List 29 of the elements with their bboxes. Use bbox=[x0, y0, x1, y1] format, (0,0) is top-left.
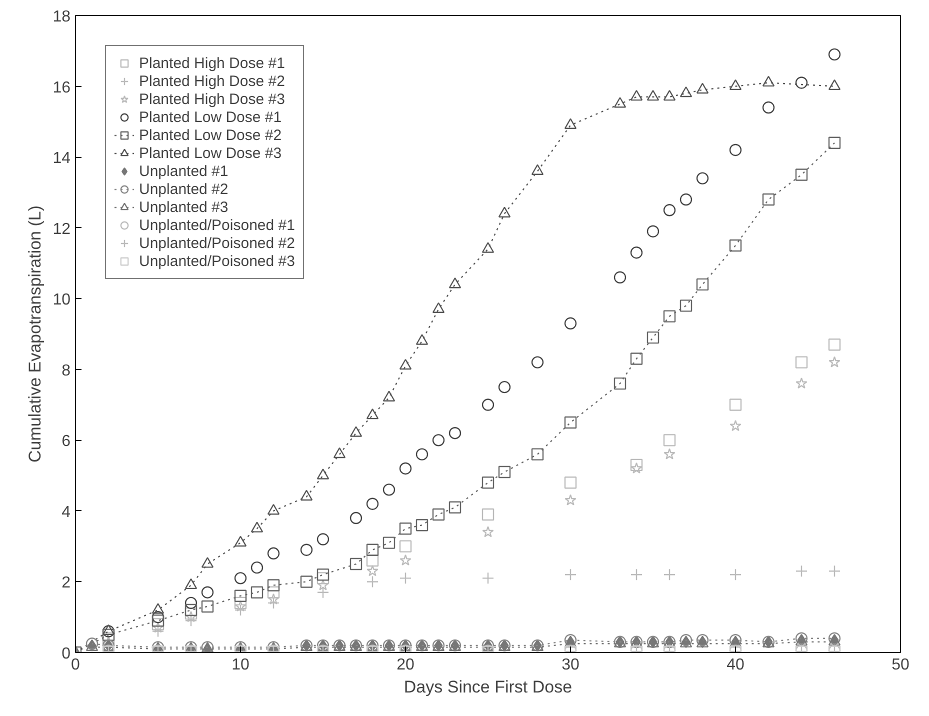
y-tick-label: 18 bbox=[52, 8, 71, 26]
legend-label: Unplanted/Poisoned #2 bbox=[139, 234, 295, 252]
x-tick-label: 40 bbox=[726, 656, 744, 674]
y-tick-label: 16 bbox=[52, 79, 71, 96]
y-tick-label: 6 bbox=[62, 433, 71, 450]
y-tick-label: 4 bbox=[62, 504, 71, 521]
y-tick-label: 14 bbox=[52, 150, 71, 168]
legend-label: Unplanted #1 bbox=[139, 162, 228, 180]
x-tick-label: 20 bbox=[396, 656, 414, 674]
x-tick-label: 10 bbox=[232, 656, 250, 674]
legend-label: Planted Low Dose #2 bbox=[139, 126, 282, 144]
y-axis-title: Cumulative Evapotranspiration (L) bbox=[26, 205, 45, 463]
legend-label: Unplanted/Poisoned #3 bbox=[139, 252, 295, 270]
y-tick-label: 10 bbox=[52, 292, 71, 309]
x-axis-title: Days Since First Dose bbox=[404, 678, 572, 696]
legend-label: Planted High Dose #1 bbox=[139, 54, 285, 72]
legend-label: Planted High Dose #2 bbox=[139, 72, 285, 90]
legend-label: Planted Low Dose #3 bbox=[139, 144, 282, 162]
y-tick-label: 2 bbox=[62, 574, 71, 592]
x-tick-label: 50 bbox=[892, 656, 910, 674]
legend-label: Unplanted #2 bbox=[139, 180, 228, 198]
x-tick-label: 30 bbox=[562, 656, 580, 674]
y-tick-label: 8 bbox=[62, 362, 71, 380]
y-tick-label: 0 bbox=[62, 646, 71, 662]
legend-label: Unplanted #3 bbox=[139, 198, 228, 216]
legend-label: Planted Low Dose #1 bbox=[139, 108, 282, 126]
y-tick-label: 12 bbox=[52, 220, 71, 238]
legend-label: Unplanted/Poisoned #1 bbox=[139, 216, 295, 234]
legend-label: Planted High Dose #3 bbox=[139, 90, 285, 108]
